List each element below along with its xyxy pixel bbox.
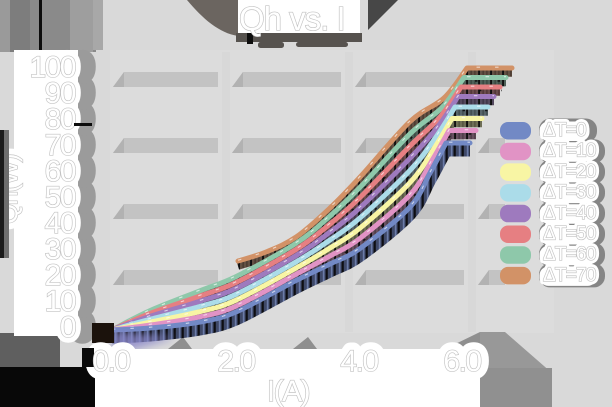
svg-text:ΔT=40: ΔT=40 <box>543 203 596 224</box>
svg-text:60: 60 <box>45 155 76 188</box>
svg-text:20: 20 <box>45 259 76 292</box>
svg-text:ΔT=20: ΔT=20 <box>543 161 596 182</box>
svg-text:0.0: 0.0 <box>92 345 130 378</box>
svg-text:ΔT=50: ΔT=50 <box>543 224 596 245</box>
svg-text:ΔT=10: ΔT=10 <box>543 141 596 162</box>
svg-text:2.0: 2.0 <box>217 345 255 378</box>
svg-text:I(A): I(A) <box>267 375 310 407</box>
svg-text:ΔT=0: ΔT=0 <box>543 120 586 141</box>
svg-text:10: 10 <box>45 285 76 318</box>
svg-text:ΔT=0: ΔT=0 <box>543 120 586 141</box>
svg-text:90: 90 <box>45 77 76 110</box>
svg-text:100: 100 <box>29 51 75 84</box>
svg-text:ΔT=50: ΔT=50 <box>543 224 596 245</box>
svg-text:ΔT=60: ΔT=60 <box>543 244 596 265</box>
svg-text:100: 100 <box>29 51 75 84</box>
svg-text:ΔT=70: ΔT=70 <box>543 265 596 286</box>
svg-text:ΔT=30: ΔT=30 <box>543 182 596 203</box>
svg-text:40: 40 <box>45 207 76 240</box>
svg-text:ΔT=70: ΔT=70 <box>543 265 596 286</box>
svg-text:70: 70 <box>45 129 76 162</box>
svg-text:I(A): I(A) <box>267 375 310 407</box>
svg-text:ΔT=60: ΔT=60 <box>543 244 596 265</box>
svg-text:80: 80 <box>45 103 76 136</box>
svg-text:0: 0 <box>60 311 76 344</box>
svg-text:ΔT=30: ΔT=30 <box>543 182 596 203</box>
svg-text:ΔT=40: ΔT=40 <box>543 203 596 224</box>
svg-text:6.0: 6.0 <box>443 345 481 378</box>
svg-text:ΔT=10: ΔT=10 <box>543 141 596 162</box>
svg-text:50: 50 <box>45 181 76 214</box>
svg-text:30: 30 <box>45 233 76 266</box>
svg-text:Qh vs. I: Qh vs. I <box>239 0 345 37</box>
svg-text:ΔT=20: ΔT=20 <box>543 161 596 182</box>
svg-text:4.0: 4.0 <box>340 345 378 378</box>
